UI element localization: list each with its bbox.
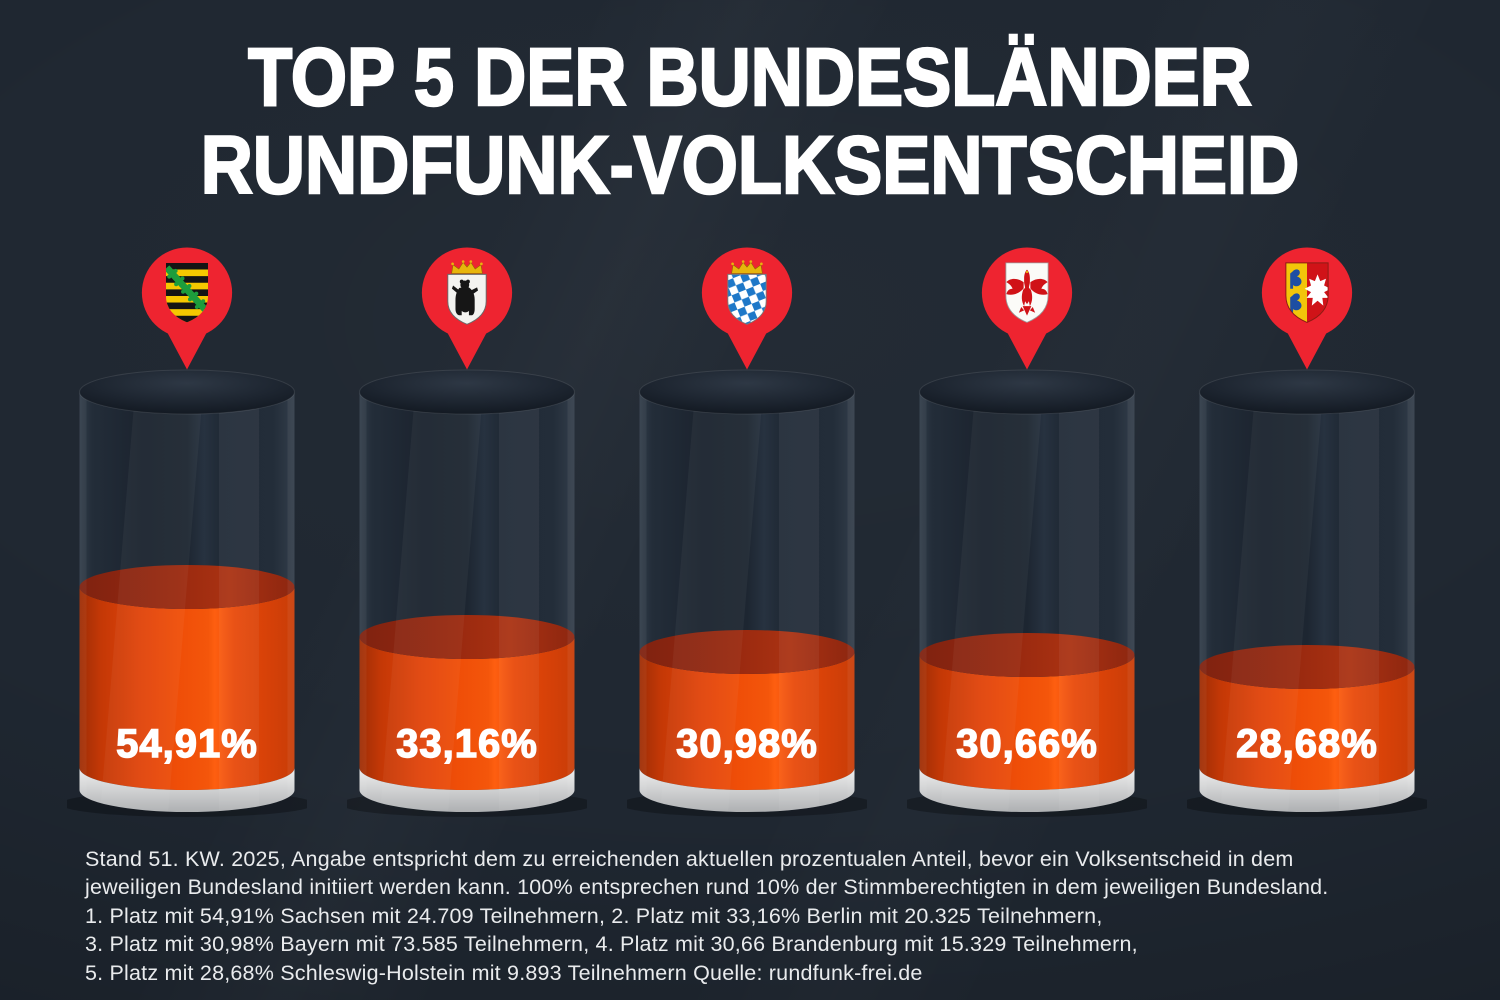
cylinder-base — [919, 768, 1135, 812]
footnote-line: jeweiligen Bundesland initiiert werden k… — [85, 875, 1329, 900]
gauge-value-label: 30,66% — [956, 722, 1098, 766]
cylinder-gauge: 33,16% — [347, 369, 587, 817]
cylinder-base — [79, 768, 295, 812]
liquid-surface — [1199, 645, 1415, 689]
gauge-value-label: 28,68% — [1236, 722, 1378, 766]
liquid-fill — [919, 655, 1135, 790]
liquid-surface — [919, 633, 1135, 677]
liquid-fill — [639, 652, 855, 790]
cylinder-gauge: 54,91% — [67, 369, 307, 817]
cylinder-top — [79, 369, 295, 415]
gauge-brandenburg: 30,66% — [907, 244, 1147, 844]
footnote-line: 5. Platz mit 28,68% Schleswig-Holstein m… — [85, 960, 923, 985]
glass-highlights — [639, 392, 855, 813]
cylinder-gauge: 28,68% — [1187, 369, 1427, 817]
schleswig-holstein-coat-of-arms — [1285, 262, 1329, 323]
liquid-fill — [79, 587, 295, 790]
cylinder-top — [919, 369, 1135, 415]
location-pin-icon — [701, 247, 793, 370]
cylinder-base — [359, 768, 575, 812]
footnote: Stand 51. KW. 2025, Angabe entspricht de… — [85, 845, 1445, 987]
page-title: TOP 5 DER BUNDESLÄNDER RUNDFUNK-VOLKSENT… — [0, 32, 1500, 211]
location-pin-icon — [1261, 247, 1353, 370]
bavaria-coat-of-arms — [727, 260, 767, 325]
cylinder-gauge: 30,98% — [627, 369, 867, 817]
footnote-line: Stand 51. KW. 2025, Angabe entspricht de… — [85, 847, 1294, 871]
glass-highlights — [359, 392, 575, 813]
cylinder-top — [359, 369, 575, 415]
cylinder-top — [1199, 369, 1415, 415]
saxony-coat-of-arms — [165, 262, 209, 323]
cylinder-base — [639, 768, 855, 812]
location-pin-icon — [421, 247, 513, 370]
glass-highlights — [919, 392, 1135, 813]
gauge-berlin: 33,16% — [347, 244, 587, 844]
gauge-schleswig-holstein: 28,68% — [1187, 244, 1427, 844]
location-pin-icon — [141, 247, 233, 370]
cylinder-base — [1199, 768, 1415, 812]
liquid-surface — [79, 565, 295, 609]
liquid-fill — [359, 637, 575, 790]
liquid-surface — [359, 615, 575, 659]
gauge-value-label: 30,98% — [676, 722, 818, 766]
cylinder-gauge: 30,66% — [907, 369, 1147, 817]
liquid-surface — [639, 630, 855, 674]
cylinder-top — [639, 369, 855, 415]
gauge-sachsen: 54,91% — [67, 244, 307, 844]
berlin-coat-of-arms — [447, 260, 487, 325]
title-line-2: RUNDFUNK-VOLKSENTSCHEID — [200, 120, 1301, 211]
glass-highlights — [1199, 392, 1415, 813]
liquid-fill — [1199, 667, 1415, 790]
gauge-value-label: 54,91% — [116, 722, 258, 766]
footnote-line: 3. Platz mit 30,98% Bayern mit 73.585 Te… — [85, 932, 1138, 957]
gauge-bayern: 30,98% — [627, 244, 867, 844]
gauge-value-label: 33,16% — [396, 722, 538, 766]
footnote-line: 1. Platz mit 54,91% Sachsen mit 24.709 T… — [85, 903, 1103, 928]
brandenburg-coat-of-arms — [1005, 262, 1049, 323]
glass-highlights — [79, 392, 295, 813]
location-pin-icon — [981, 247, 1073, 370]
title-line-1: TOP 5 DER BUNDESLÄNDER — [247, 32, 1253, 123]
